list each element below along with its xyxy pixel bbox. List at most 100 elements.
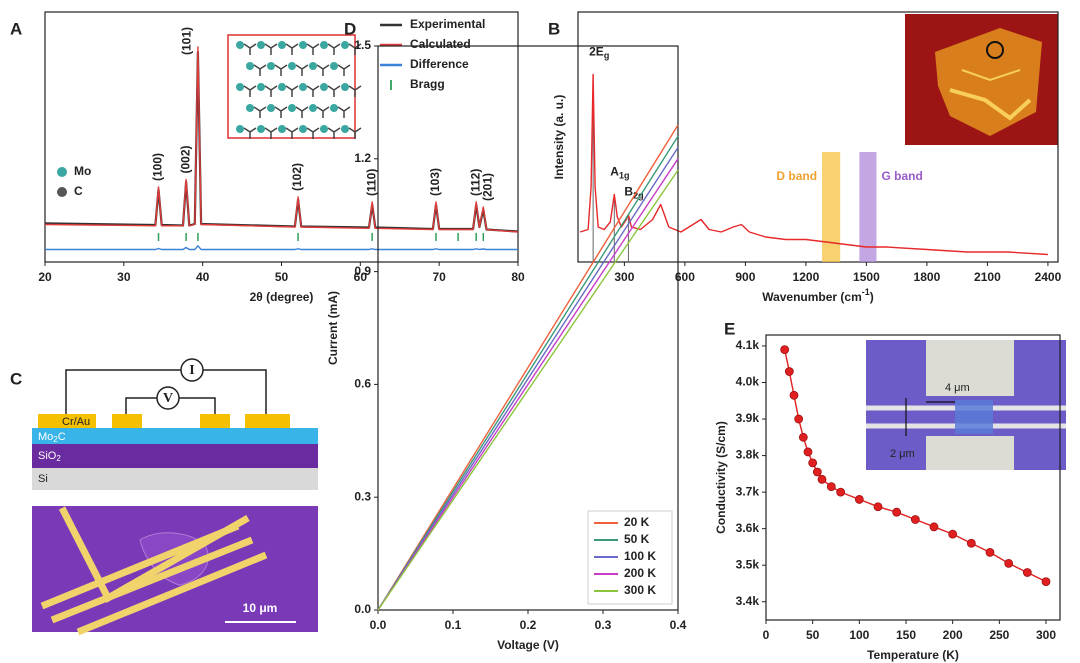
y-tick-label: 0.6 xyxy=(354,377,371,391)
x-tick-label: 600 xyxy=(675,270,695,284)
c-atom xyxy=(264,85,278,97)
mo-atom xyxy=(309,62,317,70)
series-line xyxy=(377,158,679,611)
data-point xyxy=(803,447,813,457)
c-atom xyxy=(285,85,299,97)
series-line xyxy=(377,169,679,611)
mo-atom xyxy=(278,41,286,49)
x-tick-label: 40 xyxy=(196,270,210,284)
mo-atom xyxy=(278,83,286,91)
layer-label-main: Mo xyxy=(38,431,53,443)
c-atom xyxy=(264,127,278,139)
data-point xyxy=(948,529,958,539)
mo-atom xyxy=(246,62,254,70)
afm-inset xyxy=(905,14,1058,145)
c-atom xyxy=(348,43,362,55)
x-tick-label: 2400 xyxy=(1035,270,1062,284)
peak-label: B2g xyxy=(624,185,643,201)
x-axis-label-main: Wavenumber (cm xyxy=(762,290,862,304)
panel-label: A xyxy=(10,19,22,38)
peak-label-sub: g xyxy=(604,51,610,61)
c-atom xyxy=(264,43,278,55)
c-atom xyxy=(327,127,341,139)
data-point xyxy=(836,487,846,497)
inset-label: 2 μm xyxy=(890,448,915,460)
peak-label: (002) xyxy=(178,145,192,173)
c-atom xyxy=(295,106,309,118)
x-tick-label: 0.2 xyxy=(520,618,537,632)
mo-atom xyxy=(309,104,317,112)
wire xyxy=(203,369,267,414)
y-axis-label: Current (mA) xyxy=(326,291,340,365)
layer-label-sub: 2 xyxy=(56,454,61,463)
layer-label: Mo2C xyxy=(38,431,66,444)
mo-atom xyxy=(330,62,338,70)
wire xyxy=(125,397,157,414)
peak-label: (112) xyxy=(468,169,482,196)
c-atom xyxy=(243,43,257,55)
x-tick-label: 300 xyxy=(614,270,634,284)
si-layer xyxy=(32,468,318,490)
c-atom xyxy=(243,85,257,97)
data-point xyxy=(812,467,822,477)
layer-label-main: SiO xyxy=(38,450,57,462)
c-atom xyxy=(316,106,330,118)
x-axis-label: Temperature (K) xyxy=(867,648,959,662)
y-tick-label: 0.3 xyxy=(354,489,371,503)
electrode xyxy=(112,414,142,428)
data-point xyxy=(798,432,808,442)
series-line xyxy=(377,124,679,611)
x-tick-label: 150 xyxy=(896,628,916,642)
data-point xyxy=(1041,577,1051,587)
panel-label: D xyxy=(344,19,356,38)
data-point xyxy=(826,482,836,492)
x-tick-label: 100 xyxy=(849,628,869,642)
mo-atom xyxy=(341,125,349,133)
mo-atom xyxy=(320,83,328,91)
x-tick-label: 0.4 xyxy=(670,618,687,632)
mo-atom xyxy=(299,83,307,91)
ammeter-label: I xyxy=(189,363,194,378)
peak-label-sub: 1g xyxy=(619,171,630,181)
voltmeter-label: V xyxy=(163,391,173,406)
y-tick-label: 1.5 xyxy=(354,38,371,52)
mo-atom xyxy=(236,83,244,91)
device-schematic: C I V Cr/Au Mo2C SiO2 Si 10 μm xyxy=(10,358,318,636)
data-point xyxy=(794,414,804,424)
x-tick-label: 70 xyxy=(432,270,446,284)
flake xyxy=(935,28,1042,136)
band xyxy=(822,152,841,262)
legend-label: Experimental xyxy=(410,17,485,31)
c-atom xyxy=(327,43,341,55)
mo-atom xyxy=(278,125,286,133)
x-tick-label: 0 xyxy=(763,628,770,642)
electrode xyxy=(38,414,96,428)
peak-label: A1g xyxy=(610,165,629,181)
device-inset: 4 μm 2 μm xyxy=(866,340,1066,470)
c-atom xyxy=(327,85,341,97)
legend-label: 100 K xyxy=(624,549,656,563)
x-tick-label: 0.0 xyxy=(370,618,387,632)
voltmeter xyxy=(156,386,180,410)
x-tick-label: 30 xyxy=(117,270,131,284)
mo-atom xyxy=(236,125,244,133)
atom-swatch xyxy=(57,187,67,197)
layer-label: Si xyxy=(38,473,48,485)
layer-label: SiO2 xyxy=(38,450,61,463)
c-atom xyxy=(285,127,299,139)
c-atom xyxy=(274,64,288,76)
mo-atom xyxy=(299,125,307,133)
data-point xyxy=(854,495,864,504)
y-tick-label: 0.9 xyxy=(354,264,371,278)
peak-label: (100) xyxy=(151,153,165,181)
mo-atom xyxy=(267,104,275,112)
peak-label-main: B xyxy=(624,185,633,199)
mo-atom xyxy=(257,41,265,49)
data-point xyxy=(892,507,902,517)
mo-atom xyxy=(299,41,307,49)
peak-label-main: A xyxy=(610,165,619,179)
panel-label: B xyxy=(548,19,560,38)
data-point xyxy=(1022,568,1032,577)
